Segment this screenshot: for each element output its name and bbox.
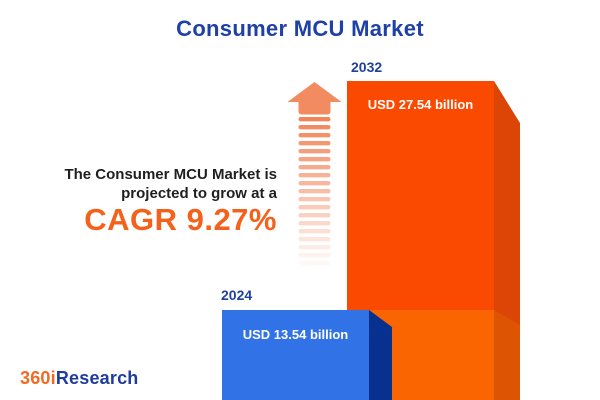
arrow-stripe: [298, 125, 331, 130]
arrow-stripe: [298, 221, 331, 226]
logo-research: Research: [55, 368, 139, 388]
bar-value-2032: USD 27.54 billion: [367, 97, 474, 112]
arrow-stripe: [298, 237, 331, 242]
arrow-stripe: [298, 197, 331, 202]
annotation-line1: The Consumer MCU Market is: [64, 166, 277, 183]
growth-arrow-icon: [287, 82, 342, 266]
bar-2024: [222, 310, 392, 400]
arrow-stripe: [298, 181, 331, 186]
arrow-stripe: [298, 245, 331, 250]
arrow-stripe: [298, 213, 331, 218]
arrow-stem: [298, 99, 331, 115]
arrow-stripe: [298, 165, 331, 170]
arrow-stripe: [298, 149, 331, 154]
arrow-stripe: [298, 261, 331, 266]
annotation-line2: projected to grow at a: [121, 185, 277, 202]
growth-annotation: The Consumer MCU Market is projected to …: [30, 165, 277, 237]
arrow-stripe: [298, 141, 331, 146]
brand-logo: 360iResearch: [20, 368, 139, 389]
bar-2024-side-face: [369, 310, 392, 400]
logo-360i: 360i: [20, 368, 56, 388]
arrow-stripes: [298, 117, 331, 266]
bar-label-2024: 2024: [221, 287, 253, 303]
pedestal-side-face: [494, 310, 520, 400]
arrow-stripe: [298, 205, 331, 210]
bar-value-2024: USD 13.54 billion: [242, 327, 349, 342]
arrow-head: [287, 82, 342, 102]
arrow-stripe: [298, 253, 331, 258]
cagr-value: CAGR 9.27%: [84, 202, 277, 237]
page-title: Consumer MCU Market: [176, 16, 424, 41]
bar-label-2032: 2032: [351, 59, 383, 75]
arrow-stripe: [298, 229, 331, 234]
arrow-stripe: [298, 117, 331, 122]
arrow-stripe: [298, 189, 331, 194]
arrow-stripe: [298, 173, 331, 178]
arrow-stripe: [298, 157, 331, 162]
bar-2024-front-face: [222, 310, 369, 400]
arrow-stripe: [298, 133, 331, 138]
